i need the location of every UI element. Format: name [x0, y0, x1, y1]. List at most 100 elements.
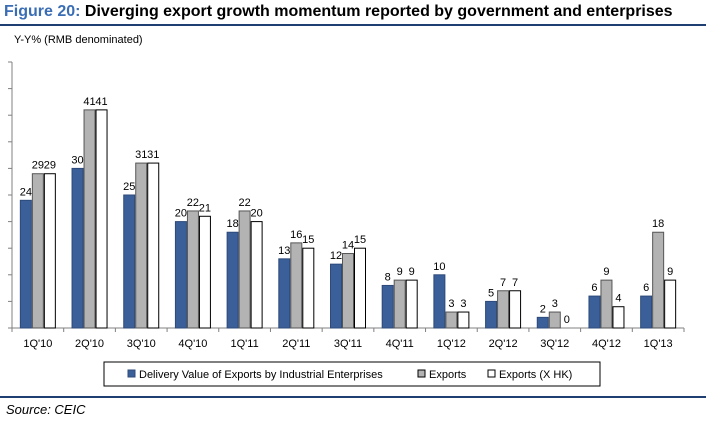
bar-exports-x-hk — [43, 173, 56, 329]
bar-exports-x-hk — [354, 247, 366, 329]
data-label: 29 — [44, 160, 56, 172]
x-tick-label: 4Q'11 — [386, 338, 414, 350]
data-label: 41 — [83, 96, 95, 108]
legend-swatch — [417, 369, 426, 378]
x-tick-label: 3Q'12 — [540, 338, 569, 350]
data-label: 9 — [397, 266, 403, 278]
bar-exports — [186, 210, 199, 329]
bar-exports — [83, 109, 96, 329]
bar-exports — [652, 231, 665, 329]
data-label: 31 — [147, 149, 159, 161]
x-tick-label: 3Q'11 — [334, 338, 362, 350]
title-bar: Figure 20: Diverging export growth momen… — [0, 0, 706, 26]
data-label: 9 — [409, 266, 415, 278]
data-label: 22 — [187, 197, 199, 209]
data-label: 18 — [226, 218, 238, 230]
data-label: 16 — [290, 229, 302, 241]
bar-delivery — [536, 316, 549, 329]
figure-title-text: Diverging export growth momentum reporte… — [84, 3, 673, 20]
bar-exports-x-hk — [147, 162, 160, 329]
data-label: 25 — [123, 181, 135, 193]
data-label: 7 — [500, 277, 506, 289]
y-axis-unit-label: Y-Y% (RMB denominated) — [14, 34, 143, 46]
bar-delivery — [433, 274, 446, 329]
data-label: 3 — [460, 298, 466, 310]
data-label: 6 — [591, 282, 597, 294]
legend-label: Exports (X HK) — [499, 369, 572, 381]
bar-exports — [497, 290, 510, 329]
data-label: 30 — [71, 154, 83, 166]
x-tick-label: 1Q'12 — [437, 338, 466, 350]
bar-delivery — [588, 295, 601, 329]
bar-exports — [600, 279, 613, 329]
bar-exports-x-hk — [95, 109, 108, 329]
data-label: 3 — [448, 298, 454, 310]
data-label: 2 — [540, 303, 546, 315]
bar-delivery — [278, 258, 291, 329]
data-label: 12 — [330, 250, 342, 262]
data-label: 4 — [615, 293, 621, 305]
x-tick-label: 1Q'11 — [231, 338, 259, 350]
data-label: 20 — [250, 208, 262, 220]
bar-exports — [135, 162, 148, 329]
data-label: 9 — [667, 266, 673, 278]
bar-delivery — [381, 284, 394, 329]
legend-box — [103, 361, 601, 387]
figure-title: Figure 20: Diverging export growth momen… — [4, 3, 673, 21]
bar-exports-x-hk — [664, 279, 677, 329]
bar-exports-x-hk — [198, 215, 211, 329]
legend-swatch — [127, 369, 136, 378]
x-tick-label: 1Q'13 — [644, 338, 673, 350]
data-label: 15 — [354, 234, 366, 246]
x-tick-label: 4Q'12 — [592, 338, 621, 350]
data-label: 31 — [135, 149, 147, 161]
bar-delivery — [174, 221, 187, 329]
bar-delivery — [226, 231, 239, 329]
x-tick-label: 2Q'11 — [282, 338, 310, 350]
legend-swatch — [487, 369, 496, 378]
data-label: 3 — [552, 298, 558, 310]
legend-label: Exports — [429, 369, 467, 381]
bar-exports — [31, 173, 44, 329]
data-label: 5 — [488, 287, 494, 299]
data-label: 9 — [603, 266, 609, 278]
data-label: 0 — [564, 314, 570, 326]
bar-delivery — [640, 295, 653, 329]
bar-delivery — [330, 263, 342, 329]
bar-delivery — [71, 167, 84, 329]
x-tick-label: 4Q'10 — [178, 338, 207, 350]
data-label: 14 — [342, 240, 354, 252]
data-label: 18 — [652, 218, 664, 230]
data-label: 24 — [20, 186, 32, 198]
data-label: 21 — [199, 202, 211, 214]
data-label: 41 — [95, 96, 107, 108]
data-label: 20 — [175, 208, 187, 220]
bar-delivery — [123, 194, 136, 329]
bar-exports — [290, 242, 303, 329]
x-tick-label: 2Q'12 — [489, 338, 518, 350]
source-note: Source: CEIC — [6, 402, 86, 417]
data-label: 15 — [302, 234, 314, 246]
data-label: 13 — [278, 245, 290, 257]
bar-exports-x-hk — [302, 247, 315, 329]
data-label: 10 — [433, 261, 445, 273]
bar-delivery — [485, 300, 498, 329]
figure-label: Figure 20: — [4, 3, 81, 20]
data-label: 22 — [238, 197, 250, 209]
bar-exports-x-hk — [250, 221, 263, 329]
legend-label: Delivery Value of Exports by Industrial … — [139, 369, 383, 381]
bar-exports — [548, 311, 561, 329]
bar-exports-x-hk — [405, 279, 418, 329]
bottom-rule — [0, 396, 706, 398]
data-label: 8 — [385, 271, 391, 283]
bar-exports-x-hk — [509, 290, 522, 329]
bar-exports — [393, 279, 406, 329]
x-tick-label: 1Q'10 — [23, 338, 52, 350]
data-label: 6 — [643, 282, 649, 294]
bar-exports — [238, 210, 251, 329]
x-tick-label: 3Q'10 — [127, 338, 156, 350]
bar-delivery — [19, 199, 32, 329]
data-label: 29 — [32, 160, 44, 172]
bar-exports-x-hk — [612, 306, 625, 329]
